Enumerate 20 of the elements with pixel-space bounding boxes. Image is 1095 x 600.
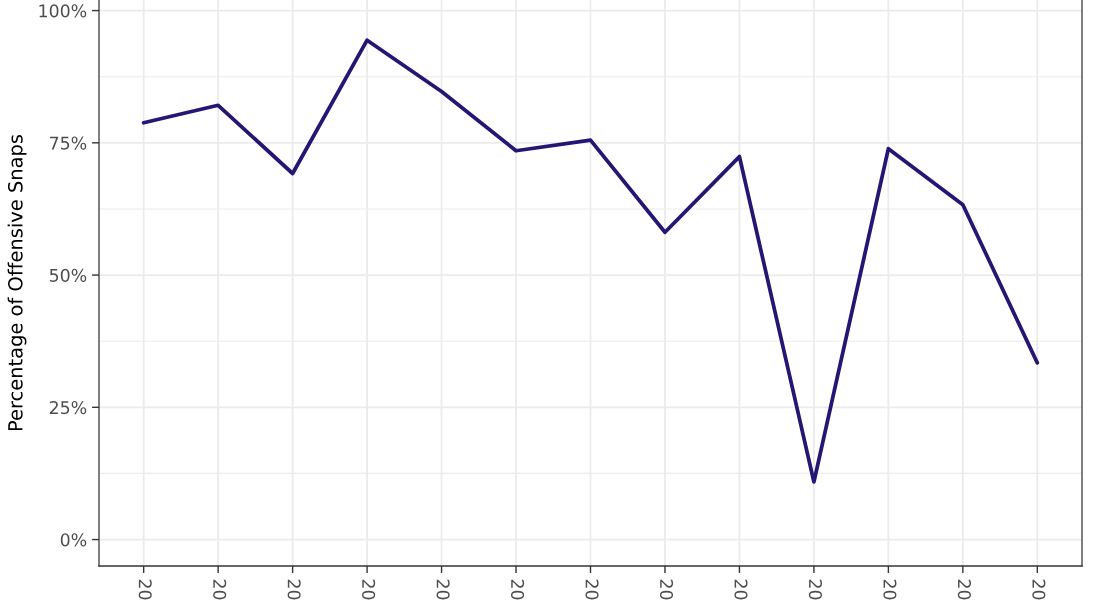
x-tick-label: 20 (138, 579, 152, 600)
x-tick-label: 20 (436, 579, 450, 600)
y-tick-label: 75% (50, 136, 87, 150)
x-tick-label: 20 (883, 579, 897, 600)
y-tick-label: 25% (49, 401, 87, 415)
y-tick-label: 50% (49, 268, 87, 282)
x-tick-label: 20 (585, 579, 599, 600)
x-tick-label: 20 (213, 579, 227, 600)
x-tick-label: 20 (1032, 579, 1046, 600)
x-tick-label: 20 (287, 579, 301, 600)
y-axis-title: Percentage of Offensive Snaps (7, 134, 27, 431)
x-tick-label: 20 (734, 579, 748, 600)
x-tick-label: 20 (957, 579, 971, 600)
x-tick-label: 20 (808, 579, 822, 600)
y-tick-label: 100% (39, 4, 87, 18)
x-tick-label: 20 (510, 579, 525, 600)
x-tick-label: 20 (659, 579, 674, 600)
line-series (141, 38, 1040, 484)
y-tick-label: 0% (60, 533, 87, 547)
x-tick-label: 20 (362, 579, 376, 600)
